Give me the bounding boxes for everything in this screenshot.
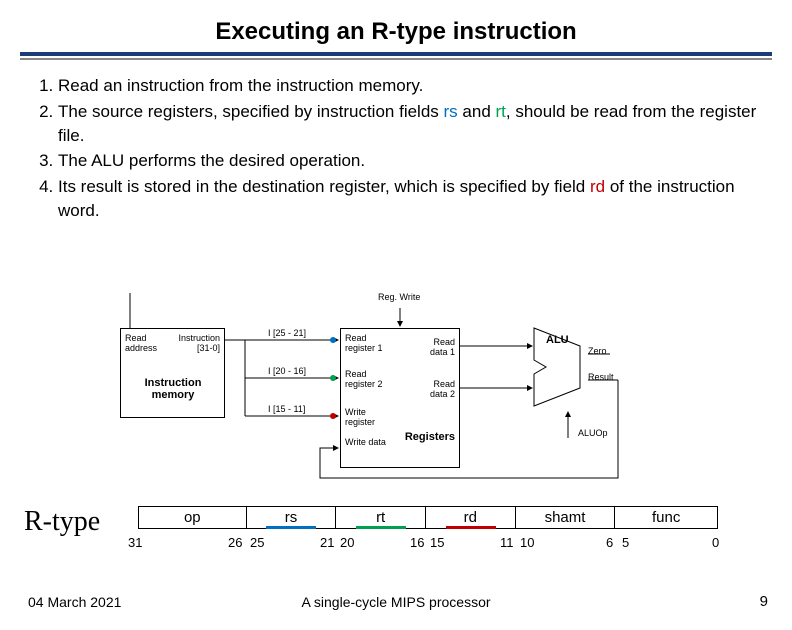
page-number: 9	[760, 593, 768, 610]
alu-zero-label: Zero	[588, 346, 607, 356]
step-1: Read an instruction from the instruction…	[58, 74, 758, 98]
step-2-text-a: The source registers, specified by instr…	[58, 102, 444, 121]
step-2-and: and	[458, 102, 496, 121]
bit-5: 5	[622, 535, 629, 550]
bits-20-16: I [20 - 16]	[268, 366, 306, 376]
rd-underline	[446, 526, 496, 529]
rt-term: rt	[496, 102, 506, 121]
footer-title: A single-cycle MIPS processor	[0, 594, 792, 610]
aluop-label: ALUOp	[578, 428, 608, 438]
bit-16: 16	[410, 535, 424, 550]
imem-title: Instruction memory	[137, 377, 209, 401]
step-3: The ALU performs the desired operation.	[58, 149, 758, 173]
imem-address-label: address	[125, 343, 157, 353]
rs-port-dot	[330, 337, 336, 343]
field-op: op	[139, 507, 247, 528]
instruction-format-table: op rs rt rd shamt func 31 26 25 21 20 16…	[138, 506, 718, 553]
bit-10: 10	[520, 535, 534, 550]
title-rule	[20, 52, 772, 60]
bits-15-11: I [15 - 11]	[268, 404, 305, 414]
rtype-script-label: R-type	[24, 506, 100, 538]
instruction-memory-box: Read address Instruction [31-0] Instruct…	[120, 328, 225, 418]
bit-0: 0	[712, 535, 719, 550]
regwrite-label: Reg. Write	[378, 292, 420, 302]
regfile-title: Registers	[405, 431, 455, 443]
datapath-diagram: Read address Instruction [31-0] Instruct…	[120, 288, 680, 488]
field-func: func	[615, 507, 717, 528]
bit-26: 26	[228, 535, 242, 550]
bits-25-21: I [25 - 21]	[268, 328, 306, 338]
bit-numbers: 31 26 25 21 20 16 15 11 10 6 5 0	[138, 535, 718, 553]
bit-21: 21	[320, 535, 334, 550]
imem-bits-label: [31-0]	[197, 343, 220, 353]
bit-20: 20	[340, 535, 354, 550]
field-shamt: shamt	[516, 507, 616, 528]
rs-underline	[266, 526, 316, 529]
step-4: Its result is stored in the destination …	[58, 175, 758, 223]
rs-term: rs	[444, 102, 458, 121]
alu-title: ALU	[546, 334, 569, 346]
imem-read-label: Read	[125, 333, 147, 343]
rd-port-dot	[330, 413, 336, 419]
bit-31: 31	[128, 535, 142, 550]
page-title: Executing an R-type instruction	[0, 18, 792, 46]
bit-6: 6	[606, 535, 613, 550]
rt-port-dot	[330, 375, 336, 381]
alu-result-label: Result	[588, 372, 614, 382]
bit-15: 15	[430, 535, 444, 550]
bit-25: 25	[250, 535, 264, 550]
rt-underline	[356, 526, 406, 529]
field-rd: rd	[426, 507, 516, 528]
steps-list: Read an instruction from the instruction…	[34, 74, 758, 223]
wd-label: Write data	[345, 437, 395, 447]
step-4-text-a: Its result is stored in the destination …	[58, 177, 590, 196]
rr1-label: Read register 1	[345, 333, 395, 353]
rd2-label: Read data 2	[415, 379, 455, 399]
rd1-label: Read data 1	[415, 337, 455, 357]
imem-instr-label: Instruction	[178, 333, 220, 343]
bit-11: 11	[500, 535, 514, 550]
register-file-box: Read register 1 Read data 1 Read registe…	[340, 328, 460, 468]
wr-label: Write register	[345, 407, 395, 427]
field-rt: rt	[336, 507, 426, 528]
field-rs: rs	[247, 507, 337, 528]
rr2-label: Read register 2	[345, 369, 395, 389]
rd-term: rd	[590, 177, 605, 196]
step-2: The source registers, specified by instr…	[58, 100, 758, 148]
field-row: op rs rt rd shamt func	[138, 506, 718, 529]
